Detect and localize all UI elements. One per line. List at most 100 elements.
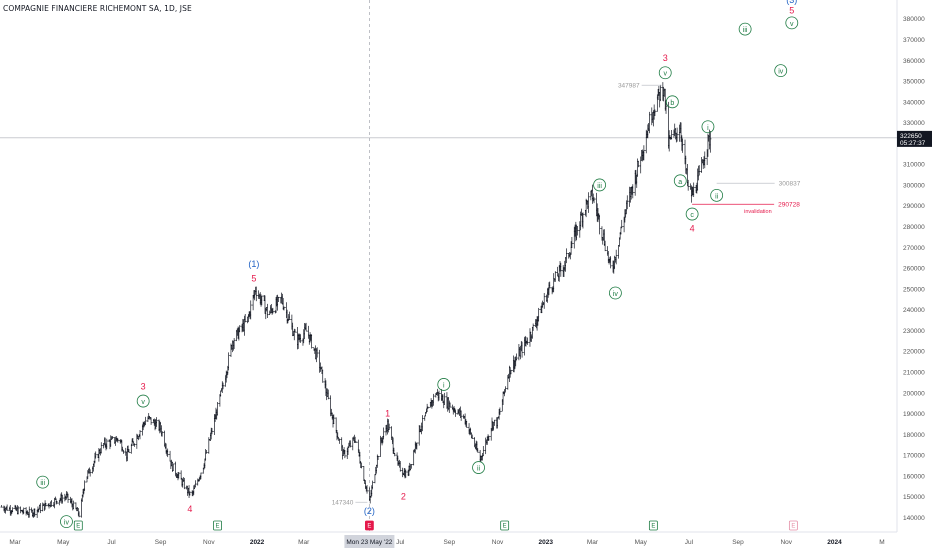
y-tick-label: 240000 (903, 307, 925, 314)
x-tick-label: May (635, 539, 648, 546)
y-tick-label: 380000 (903, 16, 925, 23)
y-tick-label: 310000 (903, 162, 925, 169)
wave-label: iv (64, 520, 70, 527)
y-tick-label: 190000 (903, 411, 925, 418)
x-tick-label: Mar (9, 539, 21, 546)
y-tick-label: 170000 (903, 453, 925, 460)
earnings-marker (648, 520, 658, 531)
wave-label-circle (437, 378, 451, 391)
earnings-marker (213, 520, 222, 531)
x-tick-label: 2023 (539, 539, 554, 546)
wave-label: ii (477, 466, 481, 473)
wave-label-circle (685, 207, 699, 221)
wave-label: 4 (187, 504, 192, 514)
y-tick-label: 230000 (903, 328, 925, 335)
y-tick-label: 210000 (903, 369, 925, 376)
invalidation-label: invalidation (744, 209, 772, 215)
wave-label: 3 (663, 53, 668, 63)
wave-label-circle (673, 174, 687, 188)
x-tick-label: Nov (492, 539, 504, 546)
y-tick-label: 270000 (903, 245, 925, 252)
crosshair-date-label: Mon 23 May '22 (346, 539, 392, 546)
wave-label: iii (40, 480, 45, 487)
wave-label-circle (36, 475, 50, 489)
y-tick-label: 300000 (903, 182, 925, 189)
wave-label-circle (472, 461, 485, 474)
wave-label: iii (743, 27, 748, 34)
y-tick-label: 140000 (903, 515, 925, 522)
wave-label: iii (597, 183, 602, 190)
crosshair-date-box (344, 535, 395, 548)
x-tick-label: 2024 (827, 539, 842, 546)
wave-label: ii (715, 193, 719, 200)
earnings-marker (788, 520, 798, 531)
x-tick-label: Jul (107, 539, 116, 546)
wave-label: i (443, 382, 445, 389)
y-tick-label: 200000 (903, 390, 925, 397)
y-tick-label: 350000 (903, 79, 925, 86)
x-tick-label: Nov (203, 539, 215, 546)
wave-label: (1) (248, 259, 259, 269)
x-tick-label: Mar (298, 539, 310, 546)
y-tick-label: 360000 (903, 58, 925, 65)
wave-label: (3) (786, 0, 797, 5)
x-tick-label: Mar (587, 539, 599, 546)
wave-label-circle (701, 120, 715, 134)
x-tick-label: Nov (780, 539, 792, 546)
earnings-marker-label: E (367, 524, 371, 530)
wave-label: a (678, 179, 682, 186)
y-tick-label: 220000 (903, 349, 925, 356)
wave-label-circle (658, 66, 672, 80)
wave-label: c (690, 212, 694, 219)
y-tick-label: 160000 (903, 473, 925, 480)
level-label: 347987 (618, 83, 640, 90)
earnings-marker-label: E (503, 524, 507, 530)
wave-label: (2) (364, 506, 375, 516)
y-tick-label: 280000 (903, 224, 925, 231)
wave-label-circle (593, 178, 606, 192)
last-price-tag (897, 130, 932, 147)
wave-label: 5 (789, 5, 794, 15)
earnings-marker (73, 520, 83, 531)
wave-label: v (141, 399, 145, 406)
earnings-marker (500, 520, 510, 531)
wave-label: i (707, 125, 709, 132)
earnings-marker-label: E (216, 524, 220, 530)
y-tick-label: 290000 (903, 203, 925, 210)
wave-label: v (663, 71, 667, 78)
x-tick-label: Sep (732, 539, 744, 546)
wave-label-circle (665, 95, 679, 109)
x-tick-label: May (57, 539, 70, 546)
wave-label-circle (738, 22, 752, 36)
wave-label: 5 (251, 273, 256, 283)
x-tick-label: Jul (396, 539, 405, 546)
y-tick-label: 370000 (903, 37, 925, 44)
invalidation-level-label: 290728 (778, 202, 800, 209)
x-tick-label: 2022 (250, 539, 265, 546)
wave-label: iv (778, 69, 784, 76)
wave-label-circle (136, 394, 150, 408)
y-tick-label: 180000 (903, 432, 925, 439)
y-tick-label: 250000 (903, 286, 925, 293)
x-tick-label: Sep (444, 539, 456, 546)
y-tick-label: 150000 (903, 494, 925, 501)
earnings-marker-label: E (76, 524, 80, 530)
wave-label: b (670, 100, 674, 107)
wave-label: v (790, 21, 794, 28)
x-tick-label: M (879, 539, 884, 546)
wave-label-circle (60, 515, 73, 529)
wave-label: 3 (141, 382, 146, 392)
level-label: 300837 (779, 181, 801, 188)
chart-title: COMPAGNIE FINANCIERE RICHEMONT SA, 1D, J… (3, 4, 192, 13)
wave-label-circle (785, 16, 799, 30)
wave-label: 2 (401, 492, 406, 502)
y-tick-label: 260000 (903, 266, 925, 273)
wave-label-circle (710, 188, 724, 202)
last-price-label: 322650 (900, 133, 922, 140)
wave-label-circle (609, 286, 622, 300)
wave-label-circle (774, 64, 788, 78)
y-tick-label: 340000 (903, 99, 925, 106)
earnings-marker-label: E (651, 524, 655, 530)
level-label: 147340 (332, 500, 354, 507)
